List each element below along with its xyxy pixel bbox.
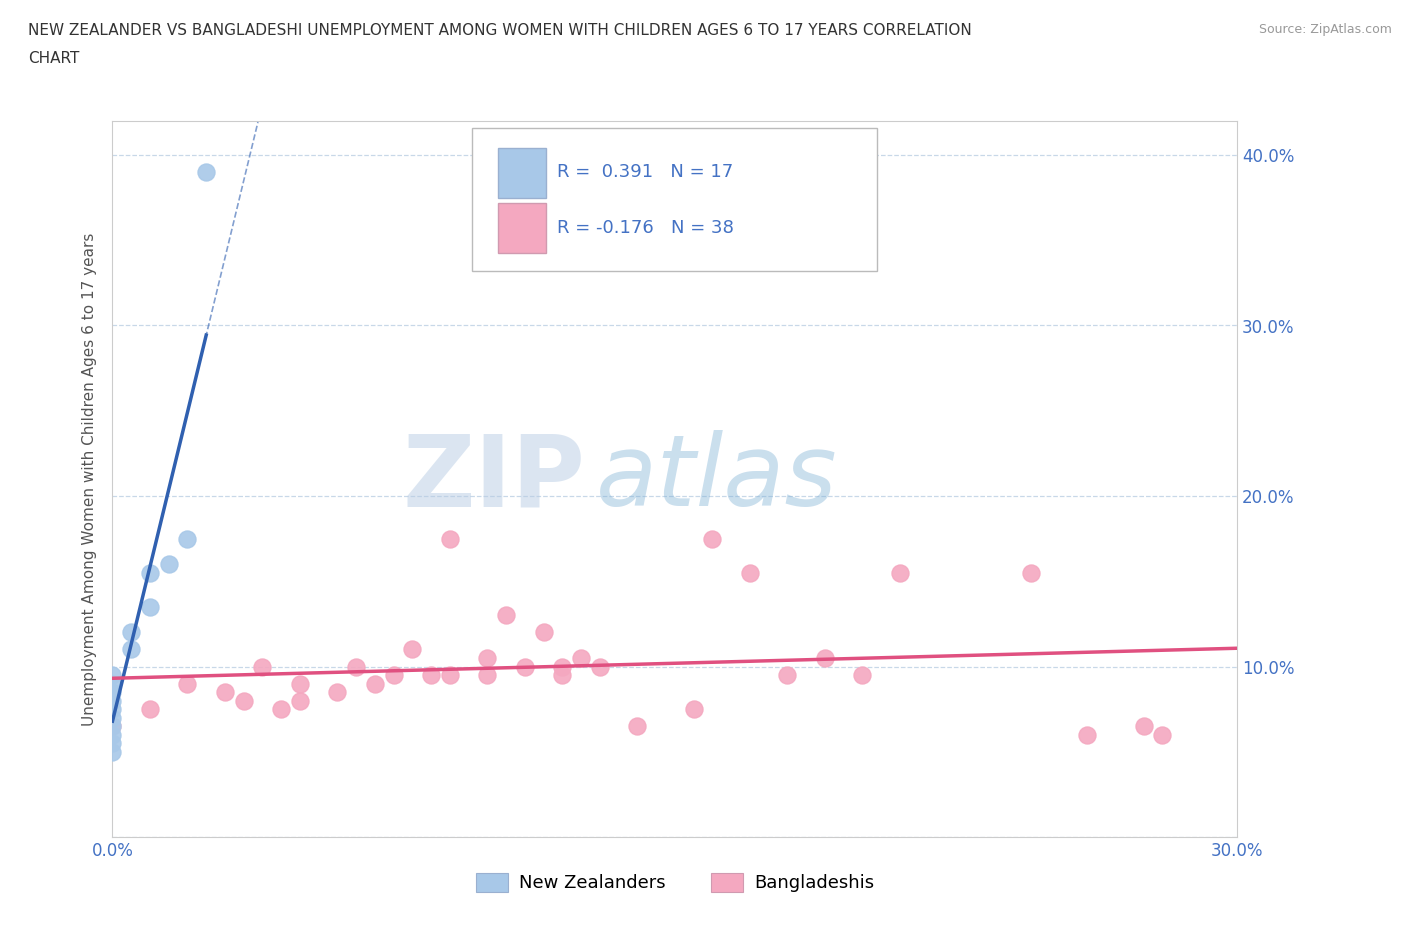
Point bbox=[101, 744, 124, 759]
Point bbox=[439, 668, 461, 683]
Point bbox=[551, 668, 574, 683]
Point bbox=[420, 668, 443, 683]
Point bbox=[270, 702, 292, 717]
Point bbox=[1076, 727, 1098, 742]
Point bbox=[101, 711, 124, 725]
Point bbox=[120, 625, 142, 640]
Point bbox=[776, 668, 799, 683]
Point bbox=[176, 676, 198, 691]
Point bbox=[176, 531, 198, 546]
Point bbox=[814, 651, 837, 666]
Text: atlas: atlas bbox=[596, 431, 838, 527]
Text: Source: ZipAtlas.com: Source: ZipAtlas.com bbox=[1258, 23, 1392, 36]
Point bbox=[101, 702, 124, 717]
Point bbox=[738, 565, 761, 580]
Point bbox=[477, 668, 499, 683]
Text: R =  0.391   N = 17: R = 0.391 N = 17 bbox=[557, 164, 733, 181]
Point bbox=[1019, 565, 1042, 580]
Point bbox=[1132, 719, 1154, 734]
Point bbox=[626, 719, 648, 734]
Point bbox=[702, 531, 724, 546]
Point bbox=[232, 693, 254, 708]
Point bbox=[851, 668, 873, 683]
Point bbox=[889, 565, 911, 580]
Point bbox=[344, 659, 367, 674]
Point bbox=[477, 651, 499, 666]
Point bbox=[252, 659, 274, 674]
Text: R = -0.176   N = 38: R = -0.176 N = 38 bbox=[557, 219, 734, 236]
Point bbox=[682, 702, 704, 717]
Point bbox=[139, 600, 162, 615]
FancyBboxPatch shape bbox=[498, 204, 546, 253]
FancyBboxPatch shape bbox=[472, 128, 877, 272]
Point bbox=[382, 668, 405, 683]
FancyBboxPatch shape bbox=[498, 148, 546, 197]
Point bbox=[364, 676, 387, 691]
Point bbox=[101, 693, 124, 708]
Point bbox=[1152, 727, 1174, 742]
Point bbox=[101, 676, 124, 691]
Point bbox=[101, 727, 124, 742]
Point bbox=[533, 625, 555, 640]
Point bbox=[401, 642, 423, 657]
Point bbox=[551, 659, 574, 674]
Point bbox=[439, 531, 461, 546]
Y-axis label: Unemployment Among Women with Children Ages 6 to 17 years: Unemployment Among Women with Children A… bbox=[82, 232, 97, 725]
Point bbox=[195, 165, 218, 179]
Text: CHART: CHART bbox=[28, 51, 80, 66]
Point bbox=[139, 565, 162, 580]
Point bbox=[288, 693, 311, 708]
Point bbox=[101, 684, 124, 699]
Point bbox=[101, 736, 124, 751]
Point bbox=[569, 651, 592, 666]
Point bbox=[120, 642, 142, 657]
Point bbox=[513, 659, 536, 674]
Point bbox=[101, 719, 124, 734]
Point bbox=[214, 684, 236, 699]
Point bbox=[157, 557, 180, 572]
Point bbox=[139, 702, 162, 717]
Point bbox=[326, 684, 349, 699]
Point bbox=[288, 676, 311, 691]
Point bbox=[495, 608, 517, 623]
Point bbox=[589, 659, 612, 674]
Text: NEW ZEALANDER VS BANGLADESHI UNEMPLOYMENT AMONG WOMEN WITH CHILDREN AGES 6 TO 17: NEW ZEALANDER VS BANGLADESHI UNEMPLOYMEN… bbox=[28, 23, 972, 38]
Text: ZIP: ZIP bbox=[402, 431, 585, 527]
Point bbox=[101, 668, 124, 683]
Legend: New Zealanders, Bangladeshis: New Zealanders, Bangladeshis bbox=[468, 866, 882, 899]
Point bbox=[101, 719, 124, 734]
